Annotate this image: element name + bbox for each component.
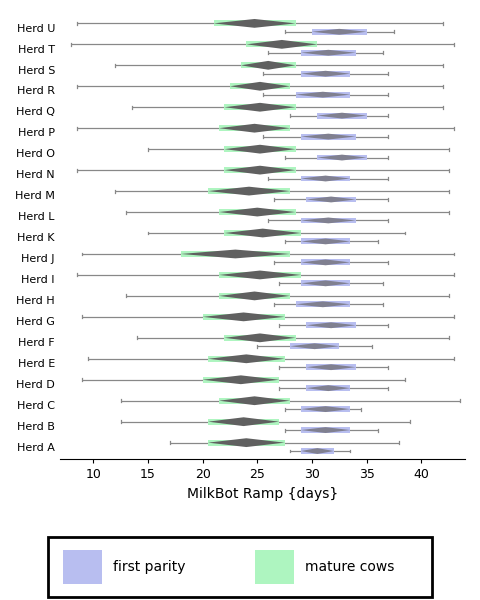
Bar [301, 134, 356, 140]
Polygon shape [317, 155, 367, 160]
Polygon shape [208, 187, 290, 196]
Polygon shape [203, 313, 285, 321]
Bar [301, 50, 356, 56]
X-axis label: MilkBot Ramp {days}: MilkBot Ramp {days} [187, 487, 338, 501]
Polygon shape [306, 197, 356, 202]
Bar [219, 209, 296, 215]
Polygon shape [301, 238, 350, 244]
Polygon shape [306, 385, 350, 391]
Polygon shape [301, 427, 350, 433]
FancyBboxPatch shape [48, 537, 432, 597]
Polygon shape [290, 343, 339, 349]
Bar [290, 343, 339, 349]
Polygon shape [225, 145, 296, 154]
Bar [301, 218, 356, 223]
Bar [219, 125, 290, 131]
Polygon shape [219, 292, 290, 301]
Polygon shape [214, 19, 296, 28]
Bar [208, 440, 285, 446]
Polygon shape [301, 71, 350, 77]
Bar [255, 550, 294, 584]
Bar [301, 406, 350, 412]
Polygon shape [219, 124, 290, 133]
Bar [301, 259, 350, 265]
Bar [225, 104, 296, 110]
Polygon shape [296, 92, 350, 98]
Bar [225, 167, 296, 173]
Polygon shape [219, 271, 301, 280]
Bar [203, 377, 279, 383]
Bar [219, 293, 290, 299]
Polygon shape [306, 322, 356, 328]
Polygon shape [208, 438, 285, 447]
Polygon shape [301, 259, 350, 265]
Polygon shape [301, 50, 356, 56]
Bar [301, 448, 334, 454]
Bar [301, 427, 350, 433]
Polygon shape [225, 334, 296, 342]
Bar [219, 272, 301, 278]
Bar [301, 71, 350, 77]
Bar [225, 335, 296, 341]
Polygon shape [230, 82, 290, 91]
Polygon shape [208, 355, 285, 363]
Polygon shape [312, 29, 367, 35]
Bar [225, 230, 301, 236]
Polygon shape [180, 250, 290, 259]
Bar [306, 385, 350, 391]
Polygon shape [317, 113, 367, 119]
Bar [241, 62, 296, 68]
Bar [208, 188, 290, 194]
Bar [306, 197, 356, 202]
Bar [180, 251, 290, 257]
Polygon shape [301, 406, 350, 412]
Bar [306, 364, 356, 370]
Polygon shape [219, 208, 296, 217]
Bar [312, 29, 367, 35]
Polygon shape [219, 397, 290, 405]
Bar [246, 41, 317, 47]
Bar [301, 280, 350, 286]
Polygon shape [301, 448, 334, 454]
Bar [219, 398, 290, 404]
Bar [208, 356, 285, 362]
Bar [317, 113, 367, 119]
Bar [225, 146, 296, 152]
Text: mature cows: mature cows [305, 560, 395, 574]
Polygon shape [301, 176, 350, 181]
Polygon shape [301, 218, 356, 223]
Bar [214, 20, 296, 26]
Polygon shape [301, 280, 350, 286]
Polygon shape [301, 134, 356, 140]
Bar [296, 301, 350, 307]
Polygon shape [296, 301, 350, 307]
Bar [306, 322, 356, 328]
Bar [203, 314, 285, 320]
Polygon shape [246, 40, 317, 49]
Polygon shape [208, 417, 279, 426]
Polygon shape [225, 229, 301, 238]
Polygon shape [241, 61, 296, 70]
Bar [296, 92, 350, 98]
Bar [208, 419, 279, 425]
Polygon shape [225, 166, 296, 175]
Bar [230, 83, 290, 89]
Bar [301, 176, 350, 181]
Bar [317, 155, 367, 160]
Polygon shape [203, 376, 279, 384]
Text: first parity: first parity [113, 560, 186, 574]
Bar [63, 550, 102, 584]
Bar [301, 238, 350, 244]
Polygon shape [306, 364, 356, 370]
Polygon shape [225, 103, 296, 112]
